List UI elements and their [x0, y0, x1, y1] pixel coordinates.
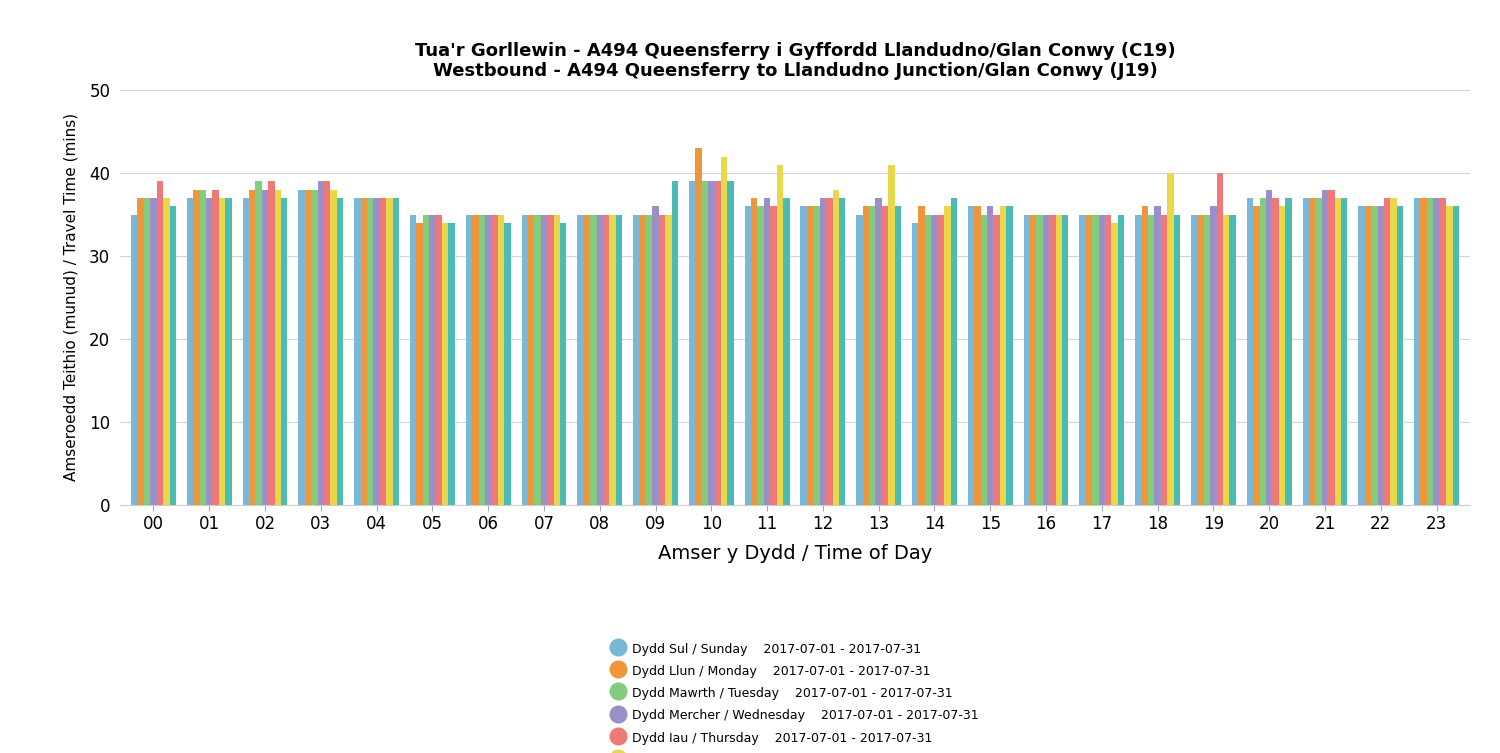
Bar — [968, 206, 974, 505]
Bar — [249, 190, 255, 505]
Bar — [584, 215, 590, 505]
Bar — [1335, 198, 1341, 505]
Bar — [1155, 206, 1161, 505]
Title: Tua'r Gorllewin - A494 Queensferry i Gyffordd Llandudno/Glan Conwy (C19)
Westbou: Tua'r Gorllewin - A494 Queensferry i Gyf… — [414, 41, 1176, 81]
Bar — [1062, 215, 1068, 505]
Bar — [597, 215, 603, 505]
Bar — [1414, 198, 1420, 505]
Bar — [578, 215, 584, 505]
Bar — [1000, 206, 1006, 505]
Bar — [876, 198, 882, 505]
Bar — [338, 198, 344, 505]
Bar — [813, 206, 819, 505]
Bar — [423, 215, 429, 505]
Bar — [393, 198, 399, 505]
Bar — [478, 215, 484, 505]
Bar — [1222, 215, 1230, 505]
Bar — [714, 181, 722, 505]
Bar — [1280, 206, 1286, 505]
Bar — [639, 215, 646, 505]
Bar — [1048, 215, 1056, 505]
Bar — [1426, 198, 1434, 505]
Bar — [274, 190, 280, 505]
Legend: Dydd Sul / Sunday    2017-07-01 - 2017-07-31, Dydd Llun / Monday    2017-07-01 -: Dydd Sul / Sunday 2017-07-01 - 2017-07-3… — [606, 635, 984, 753]
Bar — [1365, 206, 1371, 505]
Bar — [298, 190, 304, 505]
Bar — [888, 165, 894, 505]
Bar — [280, 198, 288, 505]
Bar — [856, 215, 862, 505]
Bar — [764, 198, 771, 505]
Bar — [1007, 206, 1013, 505]
Bar — [548, 215, 554, 505]
Bar — [894, 206, 902, 505]
Bar — [1148, 215, 1155, 505]
Bar — [1036, 215, 1042, 505]
Bar — [1390, 198, 1396, 505]
Bar — [484, 215, 492, 505]
Bar — [1086, 215, 1092, 505]
Bar — [1440, 198, 1446, 505]
Bar — [1216, 173, 1222, 505]
Bar — [590, 215, 597, 505]
Bar — [554, 215, 560, 505]
Bar — [688, 181, 696, 505]
Bar — [374, 198, 380, 505]
Bar — [206, 198, 213, 505]
Bar — [752, 198, 758, 505]
Bar — [386, 198, 393, 505]
Bar — [504, 223, 510, 505]
Bar — [807, 206, 813, 505]
Bar — [1266, 190, 1272, 505]
Bar — [951, 198, 957, 505]
X-axis label: Amser y Dydd / Time of Day: Amser y Dydd / Time of Day — [658, 544, 932, 563]
Bar — [1092, 215, 1098, 505]
Bar — [1310, 198, 1316, 505]
Bar — [926, 215, 932, 505]
Bar — [603, 215, 609, 505]
Bar — [722, 157, 728, 505]
Bar — [492, 215, 498, 505]
Bar — [1316, 198, 1322, 505]
Bar — [1359, 206, 1365, 505]
Bar — [1446, 206, 1452, 505]
Bar — [560, 223, 567, 505]
Bar — [1161, 215, 1167, 505]
Bar — [664, 215, 672, 505]
Bar — [1341, 198, 1347, 505]
Bar — [368, 198, 374, 505]
Bar — [783, 198, 789, 505]
Bar — [938, 215, 944, 505]
Bar — [1452, 206, 1460, 505]
Bar — [652, 206, 658, 505]
Bar — [528, 215, 534, 505]
Bar — [465, 215, 472, 505]
Bar — [777, 165, 783, 505]
Bar — [1136, 215, 1142, 505]
Bar — [164, 198, 170, 505]
Bar — [225, 198, 231, 505]
Bar — [1420, 198, 1426, 505]
Bar — [862, 206, 868, 505]
Bar — [868, 206, 876, 505]
Bar — [981, 215, 987, 505]
Bar — [324, 181, 330, 505]
Bar — [918, 206, 926, 505]
Bar — [1142, 206, 1148, 505]
Bar — [213, 190, 219, 505]
Bar — [1272, 198, 1280, 505]
Bar — [658, 215, 664, 505]
Bar — [1042, 215, 1048, 505]
Bar — [1260, 198, 1266, 505]
Bar — [150, 198, 156, 505]
Bar — [1328, 190, 1335, 505]
Bar — [448, 223, 454, 505]
Bar — [1167, 173, 1173, 505]
Bar — [974, 206, 981, 505]
Bar — [442, 223, 448, 505]
Bar — [839, 198, 846, 505]
Bar — [219, 198, 225, 505]
Bar — [262, 190, 268, 505]
Bar — [1396, 206, 1402, 505]
Bar — [912, 223, 918, 505]
